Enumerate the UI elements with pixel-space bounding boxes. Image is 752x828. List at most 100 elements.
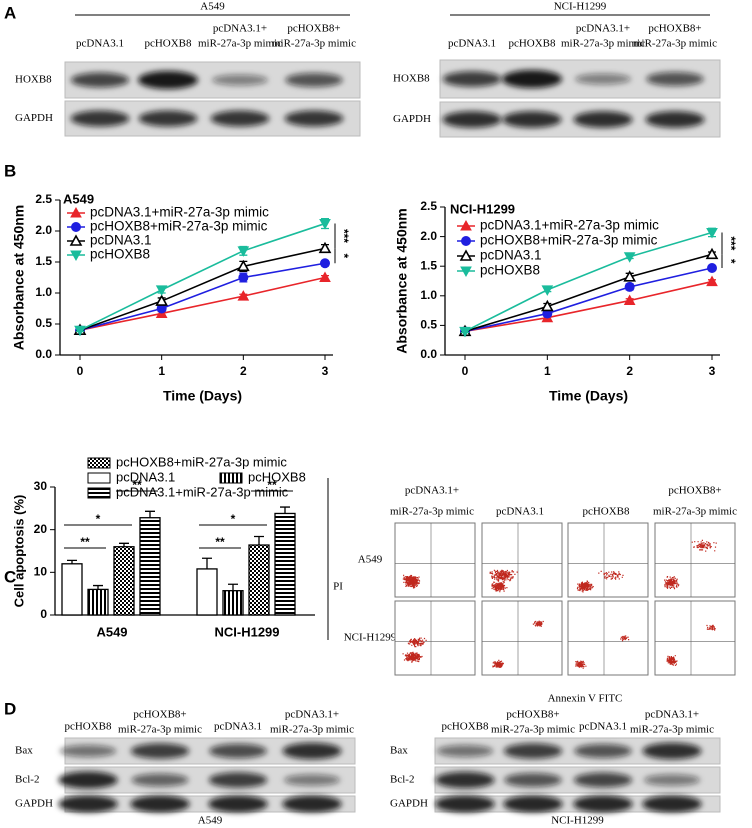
y-axis-label: Absorbance at 450nm xyxy=(11,205,27,351)
lane-label: miR-27a-3p mimic xyxy=(118,724,202,736)
point xyxy=(319,219,331,230)
row-label: HOXB8 xyxy=(15,74,52,86)
band xyxy=(573,772,633,788)
error-bar xyxy=(280,506,290,514)
legend-label: pcDNA3.1+miR-27a-3p mimic xyxy=(480,218,659,233)
row-label: GAPDH xyxy=(15,798,53,810)
series-line xyxy=(79,262,326,331)
band xyxy=(209,743,267,759)
legend-marker xyxy=(460,219,472,231)
y-axis-label: Absorbance at 450nm xyxy=(394,208,410,354)
band xyxy=(208,772,268,788)
legend-label: pcHOXB8+miR-27a-3p mimic xyxy=(116,454,287,469)
band xyxy=(58,795,118,813)
row-label: NCI-H1299 xyxy=(344,632,397,644)
significance-label: ** xyxy=(80,535,90,549)
column-label: miR-27a-3p mimic xyxy=(390,506,474,518)
band xyxy=(642,795,702,813)
legend-marker xyxy=(71,222,81,232)
x-axis-label: Time (Days) xyxy=(163,388,242,404)
lane-label: pcDNA3.1+ xyxy=(645,709,699,721)
y-axis-label: Cell apoptosis (%) xyxy=(11,495,26,608)
legend-label: pcHOXB8+miR-27a-3p mimic xyxy=(480,233,658,248)
bar xyxy=(196,568,218,616)
row-label: HOXB8 xyxy=(393,73,430,85)
point xyxy=(623,252,636,263)
row-label: Bax xyxy=(15,745,33,757)
column-label: pcDNA3.1 xyxy=(496,506,544,518)
band xyxy=(70,110,130,127)
point xyxy=(237,290,250,301)
y-tick-label: 10 xyxy=(34,565,48,579)
panel-label: B xyxy=(4,161,16,180)
y-tick-label: 0.0 xyxy=(35,347,52,361)
lane-label: miR-27a-3p mimic xyxy=(272,38,356,50)
band xyxy=(503,743,563,759)
y-tick-label: 0.0 xyxy=(420,347,437,361)
panel-label: D xyxy=(4,699,16,718)
lane-label: pcHOXB8+ xyxy=(133,709,186,721)
band xyxy=(131,773,189,787)
legend-label: pcHOXB8 xyxy=(248,469,306,484)
significance-label: * xyxy=(337,253,351,258)
legend-swatch xyxy=(87,472,111,484)
band xyxy=(282,742,342,760)
point xyxy=(706,275,718,287)
series-line xyxy=(464,231,713,333)
lane-label: miR-27a-3p mimic xyxy=(561,38,645,50)
significance-label: *** xyxy=(337,229,351,243)
legend-label: pcDNA3.1 xyxy=(116,469,175,484)
bar xyxy=(87,588,109,616)
band xyxy=(442,71,502,87)
band xyxy=(502,70,562,88)
band xyxy=(212,74,268,86)
point xyxy=(318,241,332,254)
band xyxy=(138,110,198,127)
y-tick-label: 2.5 xyxy=(420,199,437,213)
chart-subtitle: NCI-H1299 xyxy=(450,201,515,216)
legend-marker xyxy=(460,266,472,278)
x-tick-label: 3 xyxy=(322,364,329,378)
point xyxy=(238,272,249,283)
y-axis-label: PI xyxy=(333,581,343,593)
point xyxy=(623,270,637,282)
column-label: miR-27a-3p mimic xyxy=(653,506,737,518)
band xyxy=(646,72,704,86)
row-label: Bcl-2 xyxy=(390,774,414,786)
error-bar xyxy=(254,535,264,546)
point xyxy=(74,325,86,337)
x-tick-label: 2 xyxy=(626,364,633,378)
band xyxy=(130,795,190,813)
point xyxy=(155,294,169,306)
band xyxy=(130,743,190,759)
band xyxy=(58,771,118,789)
row-label: Bax xyxy=(390,745,408,757)
band xyxy=(442,111,502,128)
lane-label: miR-27a-3p mimic xyxy=(270,724,354,736)
flow-plot xyxy=(654,600,736,676)
panel-label: A xyxy=(4,3,16,22)
point xyxy=(237,246,250,257)
bar xyxy=(113,546,135,616)
point xyxy=(319,271,331,282)
series-line xyxy=(79,276,326,331)
x-tick-label: 1 xyxy=(158,364,165,378)
point xyxy=(540,299,554,312)
legend-marker xyxy=(461,236,471,246)
point xyxy=(623,294,636,306)
flow-events xyxy=(402,637,427,663)
x-tick-label: 2 xyxy=(240,364,247,378)
lane-label: pcDNA3.1+ xyxy=(576,23,630,35)
legend-label: pcHOXB8 xyxy=(90,247,150,262)
y-tick-label: 0.5 xyxy=(35,316,52,330)
band xyxy=(138,71,198,89)
lane-label: pcHOXB8 xyxy=(441,721,489,733)
error-bar xyxy=(228,583,238,591)
y-tick-label: 2.0 xyxy=(420,229,437,243)
point xyxy=(156,303,167,314)
legend-marker xyxy=(69,234,83,246)
significance-label: ** xyxy=(132,478,142,492)
significance-label: * xyxy=(231,512,236,526)
lane-label: pcHOXB8 xyxy=(508,38,556,50)
bar xyxy=(61,563,83,616)
